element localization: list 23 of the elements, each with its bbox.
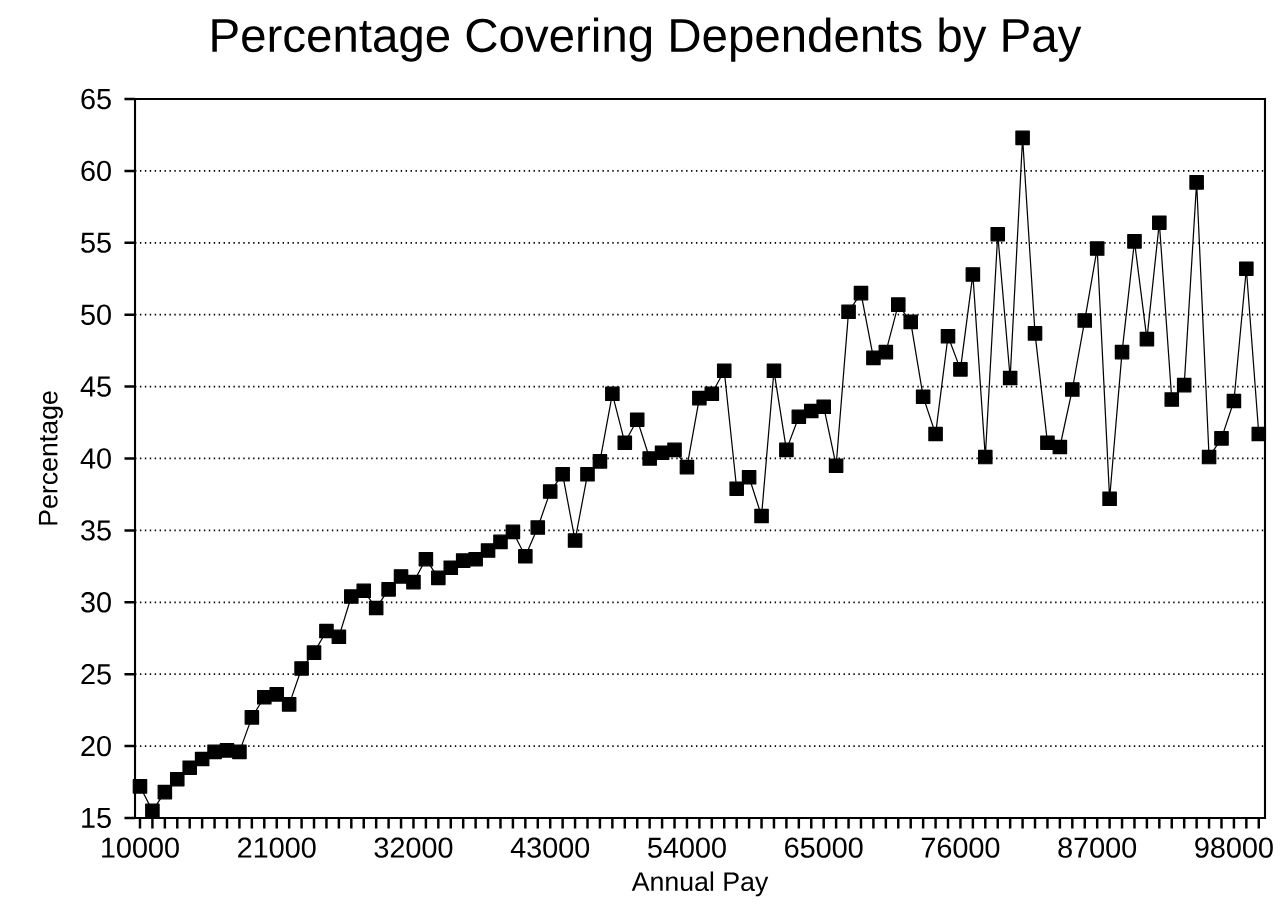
x-tick-label: 87000 <box>1058 837 1137 858</box>
y-axis-title: Percentage <box>38 391 63 525</box>
chart-title: Percentage Covering Dependents by Pay <box>212 17 1082 62</box>
y-tick-label: 55 <box>81 232 111 253</box>
x-tick-label: 21000 <box>238 837 316 858</box>
y-tick-label: 25 <box>81 664 111 685</box>
x-tick-label: 32000 <box>374 837 453 858</box>
y-tick-label: 35 <box>81 520 111 541</box>
y-tick-label: 50 <box>81 304 111 325</box>
y-tick-label: 65 <box>81 88 111 110</box>
y-tick-label: 20 <box>81 735 111 757</box>
y-tick-label: 45 <box>80 376 111 397</box>
x-tick-label: 98000 <box>1195 837 1273 858</box>
x-tick-label: 10000 <box>102 837 179 858</box>
x-tick-label: 65000 <box>785 837 863 858</box>
y-tick-label: 15 <box>82 807 111 829</box>
x-tick-label: 76000 <box>921 837 1000 858</box>
y-tick-label: 30 <box>81 592 111 613</box>
y-tick-label: 60 <box>81 160 111 182</box>
x-tick-label: 43000 <box>510 837 590 858</box>
x-tick-label: 54000 <box>648 837 726 858</box>
y-tick-label: 40 <box>80 448 111 469</box>
x-axis-title: Annual Pay <box>631 871 769 897</box>
